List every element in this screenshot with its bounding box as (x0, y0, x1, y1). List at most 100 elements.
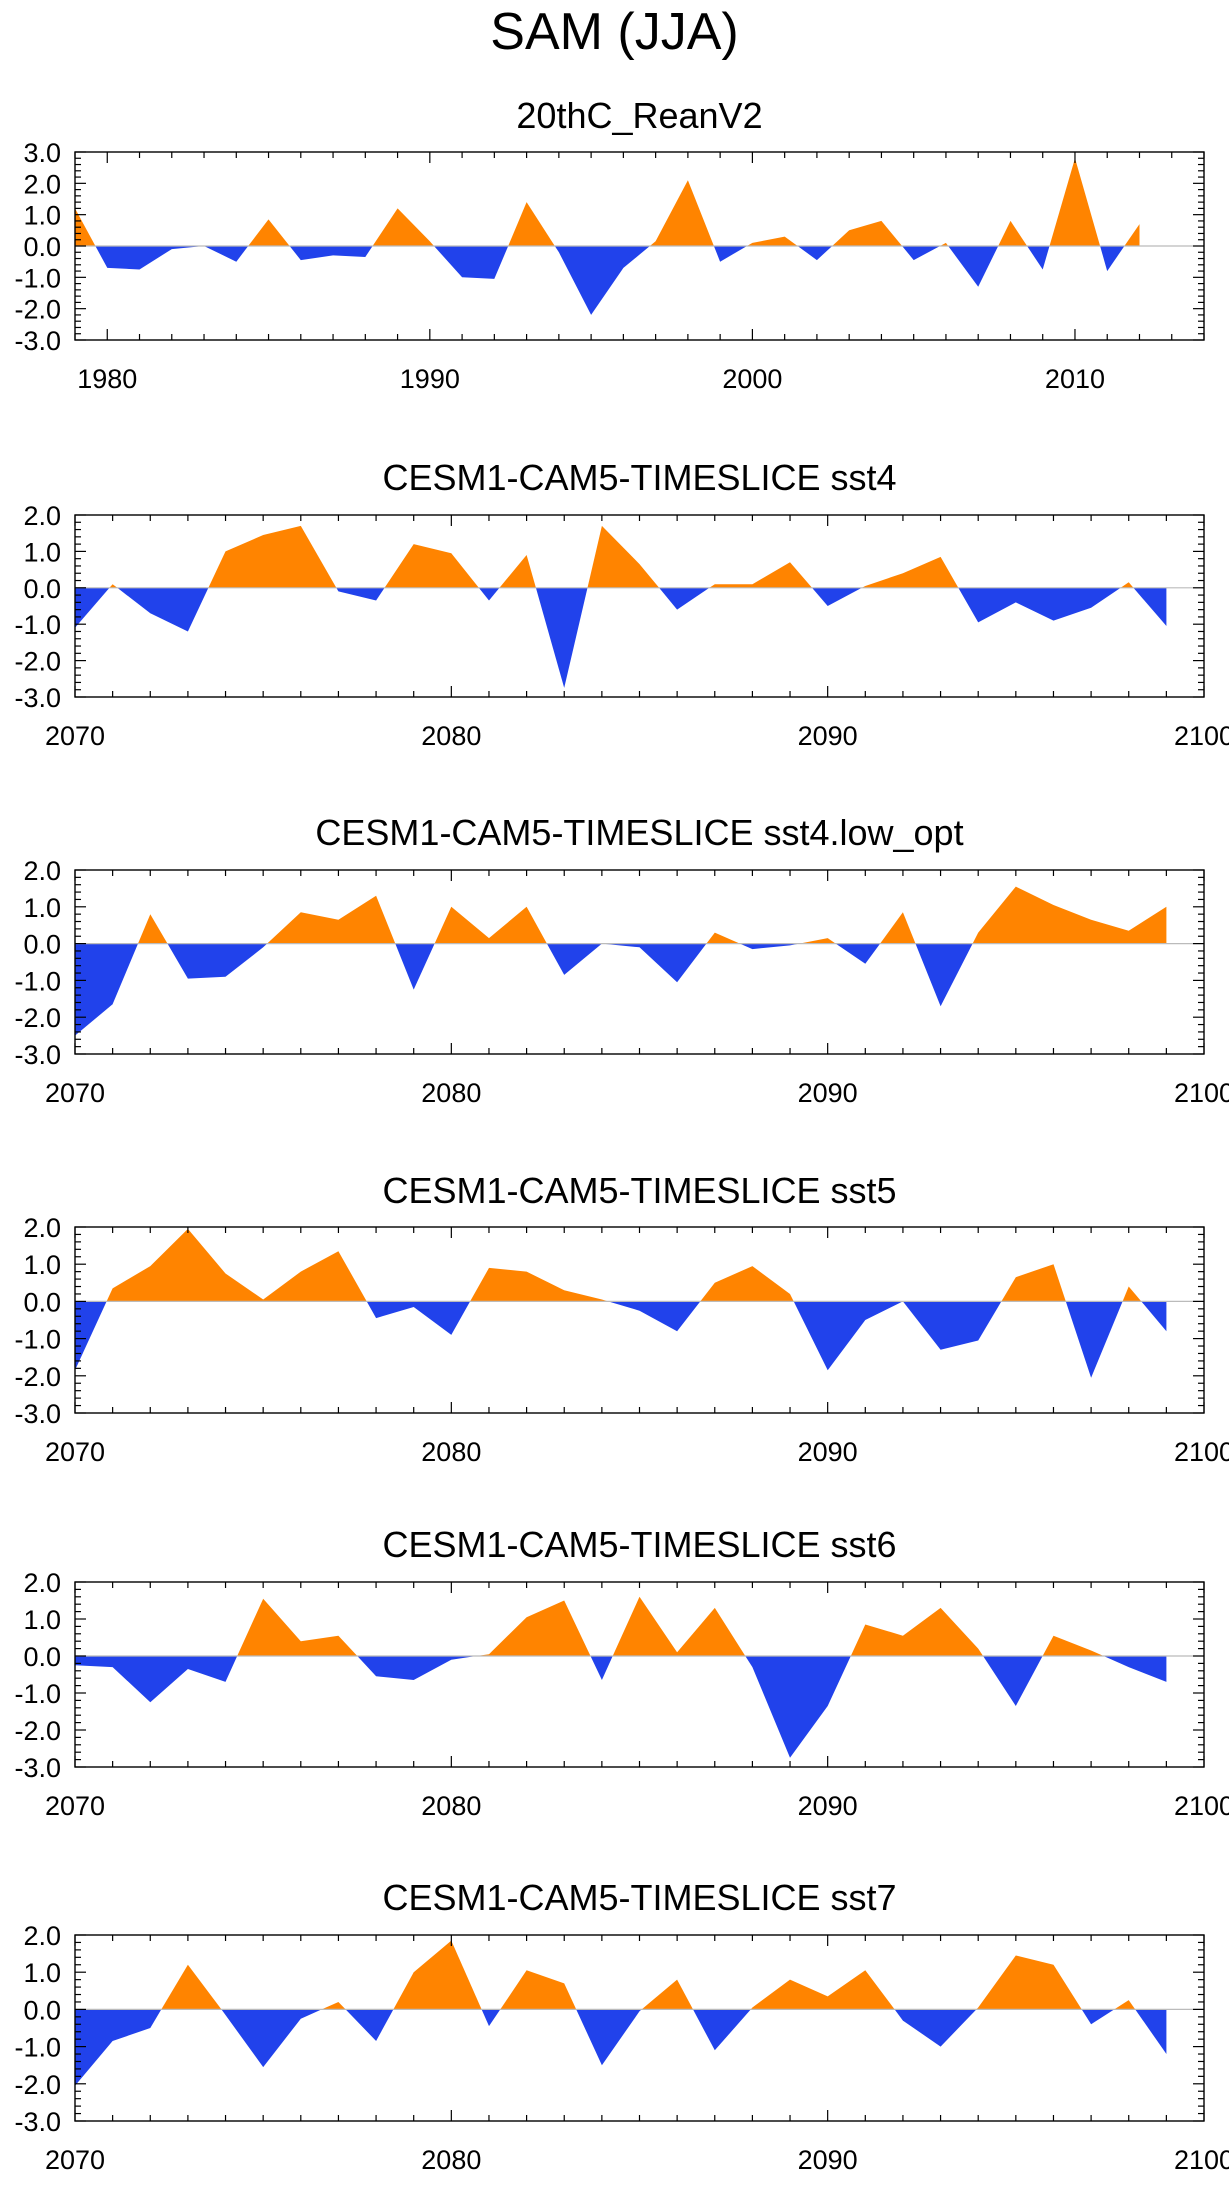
y-tick-label: 1.0 (23, 537, 61, 567)
x-tick-label: 2070 (45, 2145, 105, 2175)
y-tick-label: 1.0 (23, 1958, 61, 1988)
negative-anomaly-area (894, 2009, 977, 2047)
negative-anomaly-area (535, 587, 588, 688)
y-tick-label: -3.0 (14, 1040, 61, 1070)
positive-anomaly-area (1114, 2000, 1136, 2010)
x-tick-label: 1990 (400, 364, 460, 394)
positive-anomaly-area (706, 932, 740, 944)
positive-anomaly-area (372, 208, 434, 246)
x-tick-label: 2090 (798, 721, 858, 751)
positive-anomaly-area (508, 202, 555, 246)
negative-anomaly-area (75, 587, 110, 628)
x-tick-label: 2100 (1174, 1791, 1229, 1821)
negative-anomaly-area (902, 1301, 1002, 1350)
positive-anomaly-area (499, 555, 536, 588)
negative-anomaly-area (167, 943, 268, 979)
positive-anomaly-area (649, 180, 714, 246)
positive-anomaly-area (940, 242, 949, 246)
negative-anomaly-area (204, 246, 249, 262)
y-tick-label: 2.0 (23, 856, 61, 886)
positive-anomaly-area (1042, 1635, 1104, 1656)
chart-title: CESM1-CAM5-TIMESLICE sst7 (382, 1877, 896, 1918)
positive-anomaly-area (850, 1607, 984, 1656)
negative-anomaly-area (95, 246, 204, 270)
positive-anomaly-area (434, 906, 547, 944)
positive-anomaly-area (587, 525, 660, 588)
y-tick-label: 2.0 (23, 169, 61, 199)
y-tick-label: -1.0 (14, 1325, 61, 1355)
x-tick-label: 2100 (1174, 1078, 1229, 1108)
chart-title: 20thC_ReanV2 (516, 95, 762, 136)
negative-anomaly-area (75, 1656, 238, 1703)
y-tick-label: -2.0 (14, 1716, 61, 1746)
chart-title: CESM1-CAM5-TIMESLICE sst4.low_opt (315, 812, 963, 853)
negative-anomaly-area (357, 1656, 477, 1680)
positive-anomaly-area (880, 912, 916, 944)
negative-anomaly-area (366, 1301, 471, 1335)
negative-anomaly-area (478, 587, 500, 601)
negative-anomaly-area (554, 246, 650, 315)
positive-anomaly-area (470, 1267, 609, 1302)
negative-anomaly-area (915, 943, 973, 1007)
negative-anomaly-area (983, 1656, 1043, 1706)
positive-anomaly-area (1124, 224, 1140, 246)
y-tick-label: -1.0 (14, 966, 61, 996)
negative-anomaly-area (1065, 1301, 1123, 1378)
y-tick-label: 0.0 (23, 1287, 61, 1317)
y-tick-label: -3.0 (14, 1399, 61, 1429)
negative-anomaly-area (1100, 246, 1125, 272)
page-title: SAM (JJA) (490, 3, 739, 61)
positive-anomaly-area (321, 2002, 346, 2010)
y-tick-label: 2.0 (23, 501, 61, 531)
positive-anomaly-area (161, 1964, 222, 2010)
x-tick-label: 2100 (1174, 1437, 1229, 1467)
negative-anomaly-area (481, 2009, 501, 2027)
positive-anomaly-area (861, 556, 959, 588)
x-tick-label: 2090 (798, 1791, 858, 1821)
chart-title: CESM1-CAM5-TIMESLICE sst4 (382, 457, 896, 498)
chart-panel-5: CESM1-CAM5-TIMESLICE sst6 2.0 1.0 0.0 -1.0 -2… (14, 1524, 1229, 1821)
positive-anomaly-area (75, 208, 96, 246)
negative-anomaly-area (958, 587, 1121, 623)
positive-anomaly-area (384, 544, 479, 588)
positive-anomaly-area (138, 914, 168, 944)
positive-anomaly-area (500, 1970, 577, 2010)
y-tick-label: -2.0 (14, 1003, 61, 1033)
x-tick-label: 2080 (421, 1791, 481, 1821)
positive-anomaly-area (1001, 1264, 1066, 1302)
y-tick-label: -3.0 (14, 2107, 61, 2137)
y-tick-label: -3.0 (14, 326, 61, 356)
negative-anomaly-area (434, 246, 509, 279)
negative-anomaly-area (395, 943, 435, 990)
x-tick-label: 2070 (45, 721, 105, 751)
positive-anomaly-area (972, 886, 1167, 944)
negative-anomaly-area (1133, 587, 1167, 626)
negative-anomaly-area (75, 2009, 162, 2086)
y-tick-label: 0.0 (23, 930, 61, 960)
x-tick-label: 2090 (798, 2145, 858, 2175)
positive-anomaly-area (641, 1979, 693, 2010)
y-tick-label: 0.0 (23, 1642, 61, 1672)
x-tick-label: 2070 (45, 1078, 105, 1108)
y-tick-label: -2.0 (14, 295, 61, 325)
positive-anomaly-area (208, 525, 337, 588)
x-tick-label: 1980 (77, 364, 137, 394)
positive-anomaly-area (1049, 158, 1101, 246)
positive-anomaly-area (267, 895, 396, 944)
y-tick-label: 2.0 (23, 1921, 61, 1951)
x-tick-label: 2000 (722, 364, 782, 394)
y-tick-label: -2.0 (14, 2070, 61, 2100)
negative-anomaly-area (336, 587, 385, 601)
positive-anomaly-area (1120, 582, 1134, 588)
negative-anomaly-area (221, 2009, 322, 2068)
y-tick-label: 1.0 (23, 1605, 61, 1635)
negative-anomaly-area (1081, 2009, 1115, 2025)
y-tick-label: 0.0 (23, 232, 61, 262)
y-tick-label: -1.0 (14, 1679, 61, 1709)
negative-anomaly-area (608, 1301, 701, 1332)
plot-frame (74, 1934, 1205, 2122)
chart-panel-6: CESM1-CAM5-TIMESLICE sst7 2.0 1.0 0.0 -1.0 -2… (14, 1877, 1229, 2175)
positive-anomaly-area (612, 1596, 746, 1656)
chart-panel-3: CESM1-CAM5-TIMESLICE sst4.low_opt 2.0 1.0 0… (14, 812, 1229, 1108)
y-tick-label: -1.0 (14, 610, 61, 640)
